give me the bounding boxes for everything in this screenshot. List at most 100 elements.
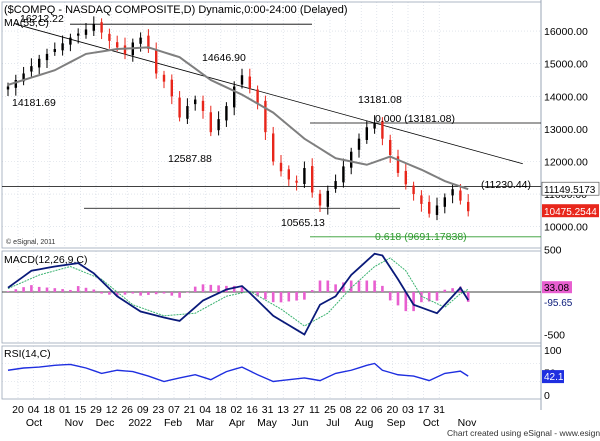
x-tick-label: 01 [59,404,71,416]
macd-histogram-bar [287,292,291,302]
macd-histogram-bar [162,292,166,294]
grid-lines [2,2,541,399]
macd-line [7,252,469,336]
x-tick-label: 27 [293,404,305,416]
macd-histogram-bar [201,284,205,292]
macd-histogram-bar [14,289,18,292]
macd-histogram-bar [147,292,150,295]
macd-histogram-bar [84,287,88,292]
macd-histogram-bar [256,292,259,297]
price-annotation: 10565.13 [281,217,325,229]
x-major-label: 2022 [128,417,152,429]
candle-body [194,99,197,105]
price-y-tick-label: 10000.00 [544,222,588,234]
macd-histogram-bar [388,292,392,301]
x-tick-label: 15 [75,404,87,416]
price-y-tick-label: 13000.00 [544,124,588,136]
candle-body [342,166,345,183]
x-tick-label: 20 [387,404,399,416]
macd-histogram-bar [178,292,181,298]
candle-body [84,29,88,35]
x-tick-label: 20 [12,404,24,416]
macd-value: -95.65 [544,298,573,309]
x-tick-label: 07 [168,404,180,416]
macd-histogram-bar [295,292,298,301]
candle-body [92,24,95,31]
candle-body [311,166,314,193]
x-major-label: Nov [458,417,477,429]
price-annotation: 13181.08 [358,94,402,106]
candle-body [272,133,275,162]
macd-histogram-bar [6,291,10,292]
price-annotation: 12587.88 [168,153,212,165]
candle-body [69,37,72,45]
chart-title: ($COMPQ - NASDAQ COMPOSITE,D) Dynamic,0:… [4,4,348,16]
price-annotation: (11230.44) [481,179,531,191]
macd-histogram-bar [76,286,80,292]
x-major-label: Nov [65,417,84,429]
macd-histogram-bar [45,287,49,292]
macd-histogram-bar [466,292,470,302]
macd-histogram-bar [365,280,369,292]
candle-body [381,121,384,139]
candle-body [318,193,322,206]
x-major-label: Dec [96,417,115,429]
x-tick-label: 29 [90,404,102,416]
x-tick-label: 18 [43,404,55,416]
x-tick-label: 22 [355,404,367,416]
candle-body [435,205,439,215]
candle-body [77,33,80,36]
macd-histogram-bar [404,292,408,312]
candle-body [225,106,228,121]
macd-histogram-bar [279,292,283,303]
rsi-value-box [542,370,564,384]
candle-body [467,201,470,212]
macd-histogram-bar [240,285,244,292]
ma-55-line [7,46,469,191]
x-tick-label: 26 [121,404,133,416]
macd-histogram-bar [22,287,25,292]
x-tick-label: 04 [28,404,40,416]
panel-frames [1,0,542,410]
candle-body [357,138,361,150]
macd-histogram-bar [53,288,57,292]
falling-trendline [15,23,523,165]
macd-histogram-bar [92,289,96,292]
candle-body [6,86,10,90]
x-tick-label: 21 [184,404,196,416]
macd-histogram-bar [326,280,330,292]
candle-body [373,122,376,129]
footer-text: Chart created using eSignal - www.esigna… [447,428,600,438]
macd-histogram-bar [115,292,119,296]
rsi-value: 42.1 [544,372,564,383]
ma-value-box [541,181,600,196]
candle-body [123,45,127,54]
macd-histogram-bar [139,292,142,296]
x-major-label: Oct [26,417,42,429]
price-annotation: 14646.90 [202,52,246,64]
x-tick-label: 16 [246,404,258,416]
x-major-label: May [257,417,278,429]
candle-body [155,50,158,74]
x-tick-label: 03 [402,404,414,416]
macd-histogram-bar [154,292,158,295]
price-annotation: 14181.69 [12,97,56,109]
fib-618-label: 0.618 (9691.17838) [375,231,467,243]
price-y-tick-label: 16000.00 [544,26,588,38]
candle-body [53,49,56,52]
macd-histogram-bar [108,292,111,295]
rsi-panel: RSI(14,C) [4,348,469,383]
price-y-tick-label: 15000.00 [544,59,588,71]
macd-histogram-bar [37,286,41,292]
macd-y-tick-label: -500 [544,330,565,342]
macd-histogram-bar [186,292,189,293]
x-tick-label: 13 [277,404,289,416]
candle-body [248,76,251,89]
candle-body [404,170,407,185]
candle-body [451,189,454,196]
candle-body [420,195,423,204]
macd-histogram-bar [123,292,127,295]
candle-body [279,162,283,172]
last-price-box [542,204,599,218]
